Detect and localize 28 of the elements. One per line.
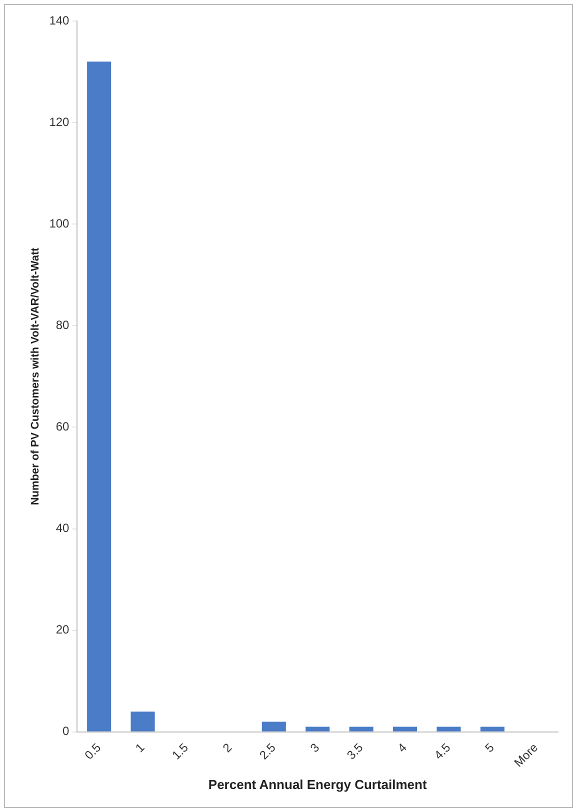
bar [87,62,112,732]
y-tick-label: 60 [56,420,70,434]
x-tick-label: 5 [482,740,498,756]
bar [436,726,461,732]
y-tick-label: 0 [62,724,70,738]
bar [262,722,286,732]
bar [480,726,504,732]
bar [306,726,330,732]
x-tick-label: 0.5 [82,740,104,762]
y-tick-label: 20 [56,622,70,637]
x-tick-label: 4.5 [431,740,454,762]
y-tick-label: 120 [49,114,70,129]
x-tick-label: 3 [307,740,322,756]
y-tick-label: 80 [56,318,70,332]
y-tick-label: 100 [49,216,70,230]
x-tick-label: 2.5 [256,740,279,762]
x-tick-label: 3.5 [344,740,366,762]
x-tick-label: 2 [220,740,235,756]
x-tick-label: 1.5 [169,740,192,762]
y-axis-title: Number of PV Customers with Volt-VAR/Volt-Watt [30,247,42,506]
y-tick-label: 140 [49,13,70,28]
y-tick-label: 40 [56,521,70,536]
x-axis-title: Percent Annual Energy Curtailment [208,776,428,792]
bar [130,712,155,732]
x-tick-label: 1 [132,740,148,756]
x-tick-label: 4 [394,740,410,756]
bar [393,726,418,732]
bar [349,726,374,732]
